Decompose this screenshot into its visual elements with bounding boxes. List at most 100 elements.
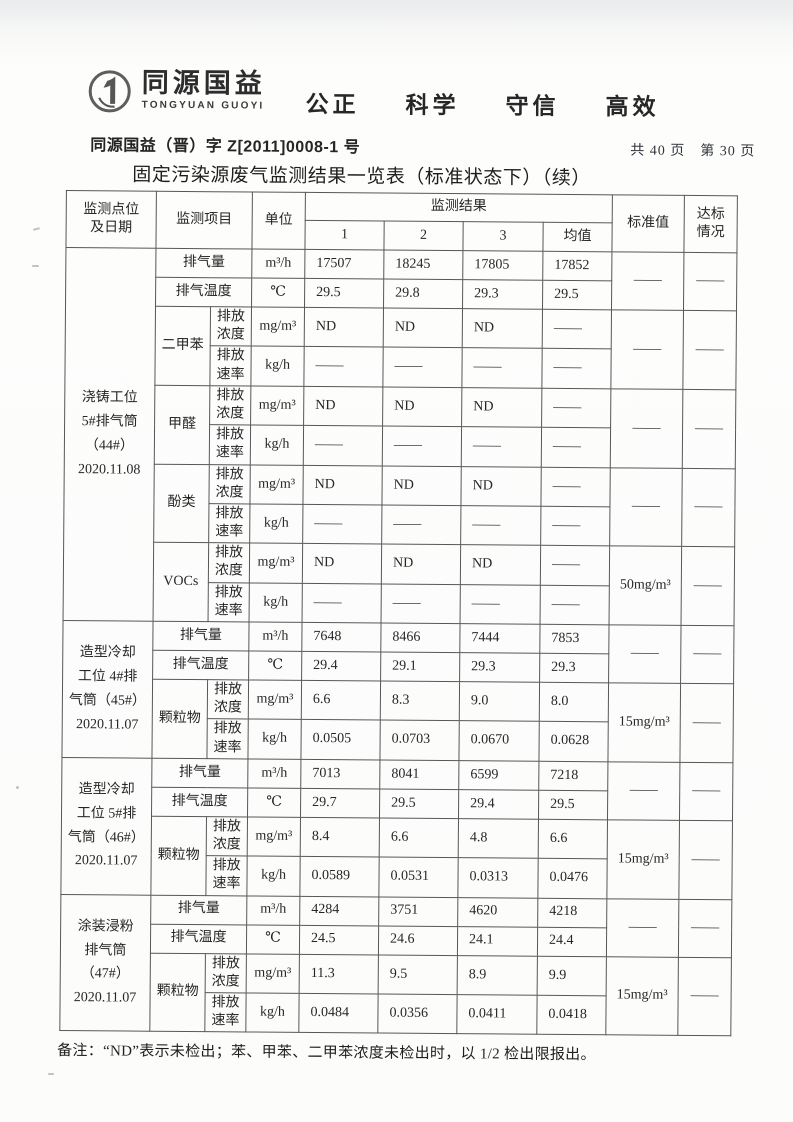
value-cell: 29.3 <box>459 652 540 683</box>
subparam-cell: 排放 浓度 <box>207 679 249 720</box>
pollutant-cell: VOCs <box>153 542 209 622</box>
value-cell: ND <box>460 466 542 507</box>
unit-cell: ℃ <box>246 924 300 954</box>
status-cell: —— <box>681 546 735 626</box>
pollutant-cell: 颗粒物 <box>149 952 206 1032</box>
std-cell: 50mg/m³ <box>609 546 682 626</box>
value-cell: ND <box>304 307 384 348</box>
value-cell: 0.0356 <box>377 993 458 1034</box>
value-cell: ND <box>461 387 542 428</box>
value-cell: 9.0 <box>459 681 540 722</box>
value-cell: 4218 <box>537 897 607 928</box>
value-cell: 8.3 <box>380 681 460 722</box>
table-row: 二甲苯 排放 浓度 mg/m³ ND ND ND —— —— —— <box>65 306 737 390</box>
table-row: 颗粒物 排放 浓度 mg/m³ 8.4 6.6 4.8 6.6 15mg/m³ … <box>61 815 733 900</box>
subparam-cell: 排放 速率 <box>206 719 249 759</box>
value-cell: —— <box>460 505 541 546</box>
value-cell: 4284 <box>299 895 379 926</box>
value-cell: —— <box>303 346 384 387</box>
value-cell: 7444 <box>459 623 541 654</box>
pollutant-cell: 二甲苯 <box>154 306 211 386</box>
value-cell: 29.8 <box>383 279 463 309</box>
table-row: 酚类 排放 浓度 mg/m³ ND ND ND —— —— —— <box>64 463 736 548</box>
value-cell: ND <box>382 386 462 427</box>
header-std: 标准值 <box>611 194 685 253</box>
value-cell: 3751 <box>378 896 458 927</box>
param-cell: 排气量 <box>151 757 248 788</box>
subparam-cell: 排放 速率 <box>209 346 252 386</box>
param-cell: 排气量 <box>155 248 252 279</box>
tongyuan-logo-icon <box>87 68 133 114</box>
logo-subtext: TONGYUAN GUOYI <box>141 99 265 112</box>
value-cell: —— <box>381 583 461 624</box>
header-unit: 单位 <box>251 192 306 250</box>
value-cell: 24.5 <box>299 924 379 955</box>
value-cell: ND <box>462 308 543 349</box>
param-cell: 排气量 <box>150 894 247 925</box>
value-cell: ND <box>381 465 462 506</box>
unit-cell: ℃ <box>248 650 302 681</box>
subparam-cell: 排放 速率 <box>208 503 250 544</box>
value-cell: ND <box>383 308 463 349</box>
logo-text: 同源国益 <box>141 67 266 99</box>
unit-cell: kg/h <box>249 503 303 544</box>
value-cell: —— <box>541 348 612 389</box>
slogan-word: 高效 <box>605 93 660 120</box>
point-label-cell: 造型冷却 工位 4#排 气筒（45#） 2020.11.07 <box>61 620 154 758</box>
std-cell: —— <box>606 898 679 957</box>
subparam-cell: 排放 速率 <box>208 582 250 622</box>
value-cell: —— <box>540 545 610 586</box>
scan-speck <box>48 1073 54 1075</box>
value-cell: 24.6 <box>378 925 458 956</box>
std-cell: —— <box>610 309 684 390</box>
page-info: 共 40 页 第 30 页 <box>630 143 756 160</box>
value-cell: 7648 <box>301 622 382 653</box>
value-cell: —— <box>382 426 462 467</box>
subparam-cell: 排放 浓度 <box>205 953 247 993</box>
value-cell: 29.7 <box>300 788 380 818</box>
unit-cell: m³/h <box>248 621 303 652</box>
subparam-cell: 排放 浓度 <box>206 816 248 857</box>
scan-speck <box>32 265 39 267</box>
value-cell: 4.8 <box>458 818 539 859</box>
slogan-word: 守信 <box>505 92 560 119</box>
slogan-word: 公正 <box>305 90 360 118</box>
value-cell: —— <box>461 426 542 467</box>
status-cell: —— <box>681 467 736 548</box>
value-cell: 29.1 <box>380 652 460 682</box>
unit-cell: m³/h <box>247 758 301 789</box>
table-header-row: 监测点位 及日期 监测项目 单位 监测结果 标准值 达标 情况 <box>65 190 738 253</box>
value-cell: 0.0531 <box>378 857 459 898</box>
value-cell: ND <box>381 544 461 585</box>
value-cell: 6.6 <box>379 817 459 858</box>
value-cell: 0.0505 <box>300 719 381 760</box>
value-cell: 7013 <box>300 759 380 789</box>
value-cell: 29.4 <box>458 789 539 820</box>
value-cell: 29.4 <box>301 651 381 682</box>
header-col-2: 2 <box>383 221 464 251</box>
pollutant-cell: 颗粒物 <box>151 679 208 759</box>
monitoring-table: 监测点位 及日期 监测项目 单位 监测结果 标准值 达标 情况 1 2 3 均值 <box>59 190 738 1037</box>
subparam-cell: 排放 速率 <box>209 424 251 465</box>
unit-cell: mg/m³ <box>249 543 303 584</box>
value-cell: 0.0476 <box>537 858 608 899</box>
subparam-cell: 排放 速率 <box>204 992 247 1033</box>
report-header: 同源国益 TONGYUAN GUOYI 公正 科学 守信 高效 同源国益（晋）字… <box>0 0 793 192</box>
value-cell: 24.4 <box>537 926 607 957</box>
scan-speck <box>16 786 19 789</box>
value-cell: ND <box>302 464 383 505</box>
value-cell: 8041 <box>379 759 459 790</box>
status-cell: —— <box>683 252 737 311</box>
value-cell: —— <box>541 388 611 428</box>
param-cell: 排气量 <box>152 621 250 651</box>
unit-cell: m³/h <box>251 249 305 279</box>
status-cell: —— <box>678 820 733 900</box>
value-cell: ND <box>303 386 383 427</box>
value-cell: 7218 <box>538 761 608 791</box>
status-cell: —— <box>682 389 736 469</box>
value-cell: 29.5 <box>538 790 608 820</box>
value-cell: 0.0484 <box>298 993 379 1034</box>
header-status: 达标 情况 <box>683 195 738 253</box>
value-cell: 6.6 <box>301 680 381 721</box>
unit-cell: m³/h <box>246 895 300 925</box>
